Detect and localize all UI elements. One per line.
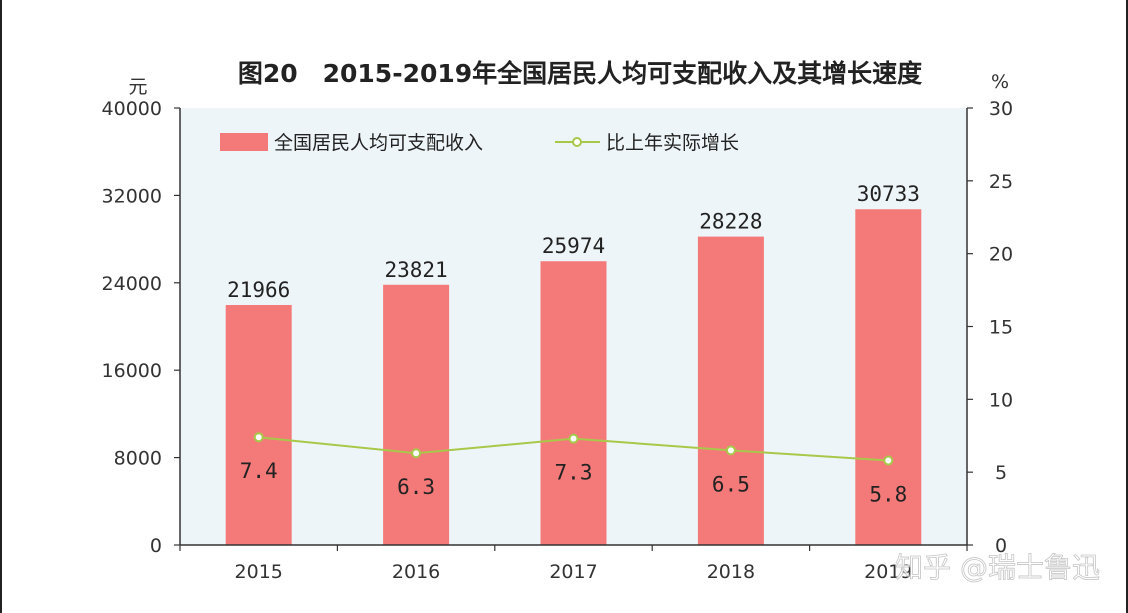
right-axis-ticks: 0 5 10 15 20 25 30 [967,98,1013,557]
right-tick-label: 0 [995,535,1007,557]
income-bar [697,236,764,545]
right-tick-label: 20 [989,244,1013,266]
income-bar [540,261,607,545]
legend-bar-swatch [220,133,268,151]
x-tick-label: 2016 [392,561,440,583]
left-tick-label: 24000 [102,273,162,295]
right-axis-unit: % [991,71,1009,93]
growth-value-label: 7.3 [555,461,593,485]
growth-value-labels: 7.4 6.3 7.3 6.5 5.8 [240,459,908,506]
bar-value-label: 28228 [699,210,762,234]
bar-value-label: 21966 [227,278,290,302]
x-tick-label: 2015 [235,561,283,583]
chart-title: 图20 2015-2019年全国居民人均可支配收入及其增长速度 [238,59,922,88]
growth-point [253,432,264,443]
bar-value-label: 30733 [857,182,920,206]
left-tick-label: 16000 [102,360,162,382]
left-tick-label: 0 [150,535,162,557]
bar-value-labels: 21966 23821 25974 28228 30733 [227,182,920,302]
right-tick-label: 25 [989,171,1013,193]
bar-value-label: 25974 [542,234,605,258]
growth-value-label: 5.8 [869,483,907,507]
growth-point [725,445,736,456]
growth-point [411,448,422,459]
left-tick-label: 40000 [102,98,162,120]
legend-bar-label: 全国居民人均可支配收入 [274,132,483,154]
growth-value-label: 7.4 [240,459,278,483]
bar-value-label: 23821 [384,258,447,282]
legend-line-label: 比上年实际增长 [606,132,739,154]
legend-line-marker [572,137,582,147]
bar-series [225,209,922,545]
right-tick-label: 10 [989,389,1013,411]
right-tick-label: 30 [989,98,1013,120]
x-tick-label: 2017 [549,561,597,583]
frame-border-right [1126,0,1128,613]
watermark-text: 知乎 @瑞士鲁迅 [895,551,1100,584]
left-axis-ticks: 0 8000 16000 24000 32000 40000 [102,98,180,557]
legend: 全国居民人均可支配收入 比上年实际增长 [220,132,739,154]
right-tick-label: 15 [989,317,1013,339]
x-axis: 2015 2016 2017 2018 2019 [179,108,968,583]
frame-border-left [0,0,2,613]
right-tick-label: 5 [995,462,1007,484]
x-tick-label: 2018 [707,561,755,583]
growth-value-label: 6.5 [712,472,750,496]
left-axis-unit: 元 [128,76,147,98]
growth-value-label: 6.3 [397,475,435,499]
x-tick-label: 2019 [864,561,912,583]
income-bar [855,209,922,545]
income-bar [225,305,292,545]
left-tick-label: 8000 [114,448,162,470]
income-bar [383,284,450,545]
growth-line-series [253,432,894,466]
growth-point [883,455,894,466]
growth-point [568,433,579,444]
left-tick-label: 32000 [102,185,162,207]
